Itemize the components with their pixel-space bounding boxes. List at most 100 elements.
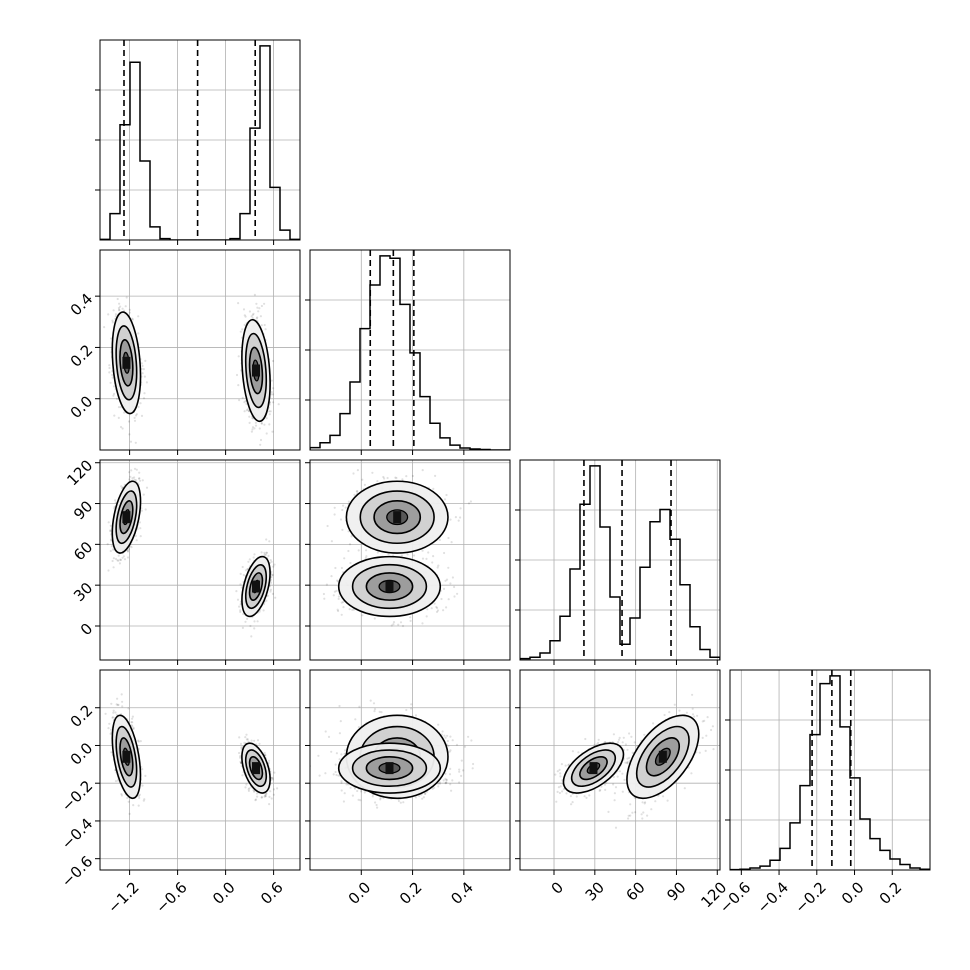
sample-point — [265, 432, 268, 435]
sample-point — [330, 540, 333, 543]
sample-point — [266, 594, 269, 597]
sample-point — [365, 549, 368, 552]
y-tick-label: 0 — [77, 620, 96, 639]
sample-point — [348, 543, 352, 546]
sample-point — [383, 477, 386, 480]
density-peak — [252, 364, 260, 377]
sample-point — [119, 305, 122, 308]
sample-point — [143, 375, 146, 378]
sample-point — [119, 558, 122, 561]
sample-point — [111, 559, 114, 563]
density-peak — [122, 356, 131, 369]
hist-panel-0 — [95, 39, 301, 245]
sample-point — [255, 317, 258, 320]
sample-point — [128, 471, 131, 474]
sample-point — [119, 406, 122, 409]
sample-point — [459, 516, 462, 519]
sample-point — [239, 572, 242, 576]
sample-point — [108, 366, 111, 370]
sample-point — [121, 307, 124, 310]
sample-point — [442, 587, 446, 591]
sample-point — [122, 555, 125, 558]
sample-point — [238, 605, 241, 608]
hist-bin — [370, 285, 380, 450]
sample-point — [134, 534, 137, 538]
sample-point — [245, 402, 248, 405]
hist-bin — [390, 258, 400, 450]
sample-point — [342, 504, 345, 507]
sample-point — [333, 590, 336, 593]
sample-point — [357, 549, 360, 552]
sample-point — [119, 558, 122, 562]
sample-point — [457, 519, 460, 522]
sample-point — [269, 410, 272, 413]
scatter-points — [322, 469, 472, 628]
sample-point — [246, 617, 249, 620]
sample-point — [427, 551, 430, 554]
sample-point — [269, 588, 272, 591]
sample-point — [121, 427, 124, 430]
sample-point — [263, 423, 266, 426]
sample-point — [337, 595, 340, 598]
sample-point — [243, 314, 246, 317]
sample-point — [270, 560, 273, 563]
sample-point — [116, 559, 119, 562]
hist-panel-1 — [305, 249, 511, 455]
hist-step — [310, 255, 510, 450]
sample-point — [133, 478, 136, 481]
sample-point — [246, 408, 249, 411]
sample-point — [111, 548, 114, 551]
sample-point — [111, 373, 114, 377]
sample-point — [387, 553, 390, 556]
y-tick-label: 0.4 — [67, 290, 97, 320]
sample-point — [120, 487, 124, 490]
sample-point — [361, 478, 364, 481]
sample-point — [406, 553, 409, 556]
sample-point — [107, 313, 110, 316]
sample-point — [248, 310, 251, 313]
sample-point — [144, 359, 147, 362]
sample-point — [238, 399, 241, 402]
sample-point — [130, 469, 133, 472]
sample-point — [405, 475, 408, 478]
sample-point — [250, 430, 253, 433]
sample-point — [139, 402, 142, 405]
sample-point — [436, 609, 440, 612]
sample-point — [269, 581, 273, 584]
sample-point — [118, 562, 121, 565]
sample-point — [111, 321, 114, 324]
sample-point — [138, 477, 141, 480]
scatter-panel-2-1 — [305, 459, 511, 665]
sample-point — [138, 471, 141, 474]
sample-point — [107, 569, 110, 572]
sample-point — [349, 561, 352, 565]
sample-point — [123, 411, 126, 414]
hist-bin — [150, 227, 160, 240]
sample-point — [453, 595, 456, 598]
sample-point — [119, 425, 123, 429]
sample-point — [123, 558, 127, 561]
density-peak — [252, 580, 260, 593]
sample-point — [135, 468, 138, 471]
sample-point — [121, 556, 124, 559]
scatter-points — [106, 467, 277, 638]
sample-point — [469, 500, 472, 503]
sample-point — [260, 422, 263, 425]
sample-point — [239, 603, 242, 606]
sample-point — [128, 308, 131, 311]
sample-point — [356, 490, 359, 493]
sample-point — [361, 614, 364, 617]
sample-point — [133, 476, 136, 479]
hist-bin — [120, 125, 130, 240]
sample-point — [110, 337, 113, 340]
sample-point — [382, 475, 385, 479]
sample-point — [347, 549, 350, 553]
sample-point — [258, 610, 261, 613]
sample-point — [271, 574, 274, 577]
sample-point — [264, 553, 268, 556]
sample-point — [111, 376, 114, 379]
sample-point — [323, 597, 326, 600]
sample-point — [394, 476, 397, 479]
sample-point — [268, 423, 271, 426]
